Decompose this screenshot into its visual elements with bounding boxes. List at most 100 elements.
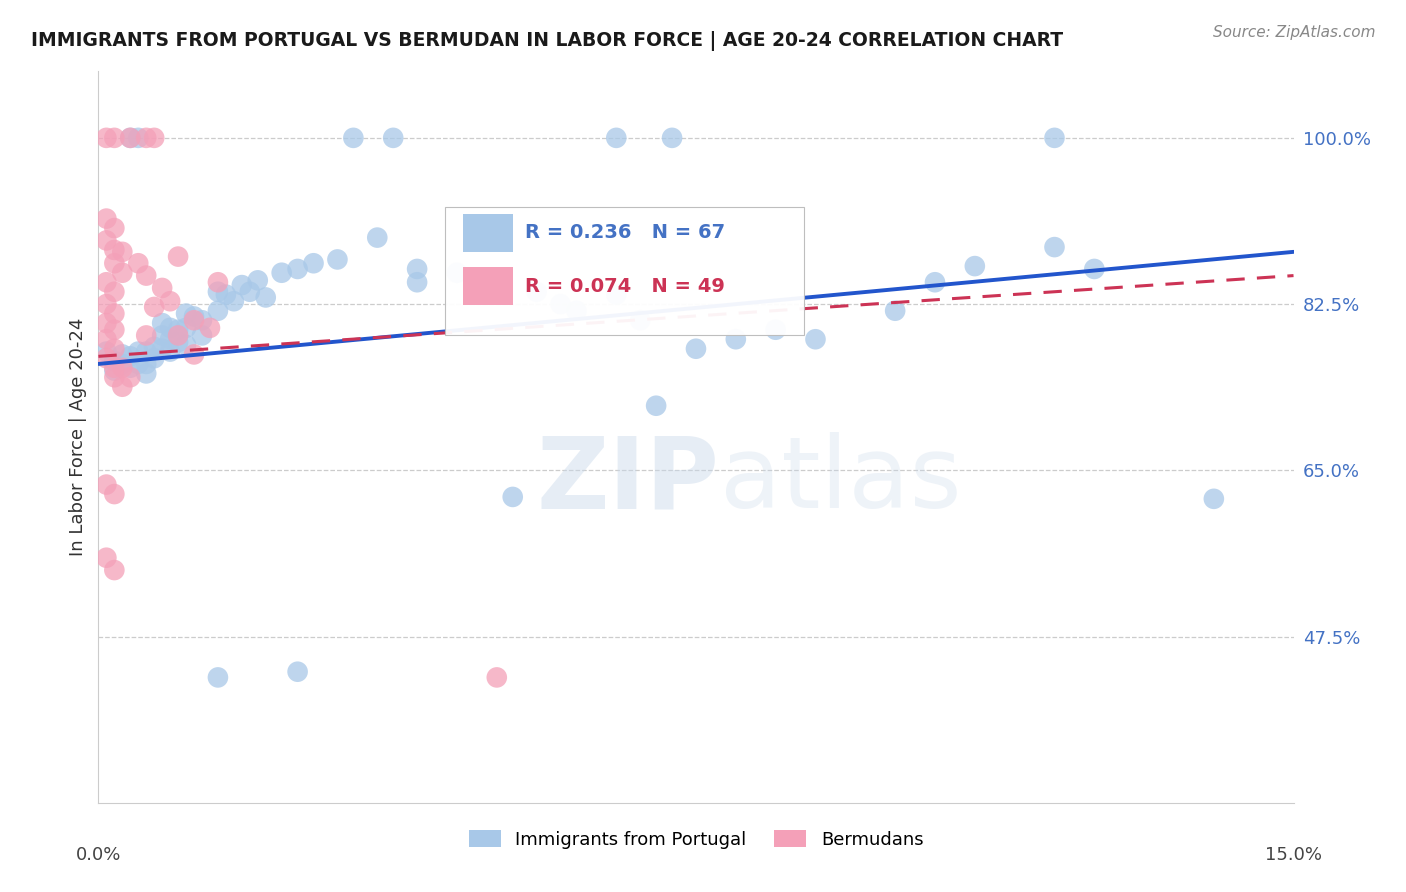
Point	[485, 670, 508, 684]
Point	[120, 370, 142, 384]
Point	[183, 347, 205, 361]
Point	[382, 131, 405, 145]
Point	[605, 287, 627, 301]
Point	[103, 363, 125, 377]
Point	[143, 340, 166, 354]
Point	[159, 294, 181, 309]
Point	[198, 321, 221, 335]
Point	[103, 563, 125, 577]
Point	[167, 335, 190, 350]
Point	[96, 344, 118, 359]
Point	[96, 211, 118, 226]
Point	[135, 357, 157, 371]
FancyBboxPatch shape	[446, 207, 804, 334]
FancyBboxPatch shape	[463, 268, 513, 305]
Point	[406, 275, 429, 289]
Text: Source: ZipAtlas.com: Source: ZipAtlas.com	[1212, 25, 1375, 40]
Point	[302, 256, 325, 270]
Point	[120, 131, 142, 145]
Point	[550, 297, 572, 311]
Point	[207, 285, 229, 299]
Point	[127, 344, 149, 359]
Point	[342, 131, 364, 145]
Point	[191, 313, 214, 327]
Point	[150, 316, 173, 330]
Y-axis label: In Labor Force | Age 20-24: In Labor Force | Age 20-24	[69, 318, 87, 557]
Point	[103, 221, 125, 235]
Point	[143, 300, 166, 314]
FancyBboxPatch shape	[463, 214, 513, 252]
Point	[207, 670, 229, 684]
Point	[150, 281, 173, 295]
Point	[565, 303, 588, 318]
Point	[111, 266, 134, 280]
Point	[103, 360, 125, 375]
Point	[167, 328, 190, 343]
Text: IMMIGRANTS FROM PORTUGAL VS BERMUDAN IN LABOR FORCE | AGE 20-24 CORRELATION CHAR: IMMIGRANTS FROM PORTUGAL VS BERMUDAN IN …	[31, 31, 1063, 51]
Point	[103, 370, 125, 384]
Point	[287, 262, 309, 277]
Text: 15.0%: 15.0%	[1265, 846, 1322, 863]
Point	[366, 230, 388, 244]
Legend: Immigrants from Portugal, Bermudans: Immigrants from Portugal, Bermudans	[461, 822, 931, 856]
Point	[159, 344, 181, 359]
Point	[135, 328, 157, 343]
Text: R = 0.074   N = 49: R = 0.074 N = 49	[524, 277, 725, 296]
Point	[645, 399, 668, 413]
Point	[120, 349, 142, 363]
Point	[724, 332, 747, 346]
Point	[96, 131, 118, 145]
Point	[207, 275, 229, 289]
Point	[924, 275, 946, 289]
Point	[143, 351, 166, 366]
Point	[191, 328, 214, 343]
Point	[1083, 262, 1105, 277]
Point	[120, 360, 142, 375]
Point	[174, 321, 197, 335]
Point	[174, 338, 197, 352]
Point	[150, 342, 173, 356]
Point	[127, 131, 149, 145]
Point	[183, 313, 205, 327]
Point	[135, 344, 157, 359]
Text: 0.0%: 0.0%	[76, 846, 121, 863]
Point	[135, 268, 157, 283]
Point	[183, 310, 205, 324]
Point	[96, 332, 118, 346]
Point	[765, 323, 787, 337]
Point	[526, 285, 548, 299]
Point	[167, 250, 190, 264]
Point	[103, 256, 125, 270]
Point	[111, 380, 134, 394]
Point	[167, 323, 190, 337]
Text: R = 0.236   N = 67: R = 0.236 N = 67	[524, 223, 725, 242]
Point	[111, 360, 134, 375]
Point	[628, 313, 651, 327]
Point	[502, 490, 524, 504]
Point	[111, 347, 134, 361]
Point	[111, 244, 134, 259]
Point	[143, 131, 166, 145]
Point	[159, 321, 181, 335]
Point	[103, 354, 125, 368]
Point	[96, 234, 118, 248]
Point	[120, 131, 142, 145]
Point	[103, 342, 125, 356]
Point	[127, 357, 149, 371]
Text: atlas: atlas	[720, 433, 962, 530]
Point	[127, 256, 149, 270]
Point	[96, 550, 118, 565]
Point	[103, 307, 125, 321]
Point	[103, 285, 125, 299]
Point	[111, 357, 134, 371]
Point	[246, 273, 269, 287]
Point	[804, 332, 827, 346]
Point	[103, 487, 125, 501]
Point	[685, 342, 707, 356]
Point	[406, 262, 429, 277]
Point	[1043, 240, 1066, 254]
Point	[884, 303, 907, 318]
Point	[287, 665, 309, 679]
Point	[254, 290, 277, 304]
Point	[135, 367, 157, 381]
